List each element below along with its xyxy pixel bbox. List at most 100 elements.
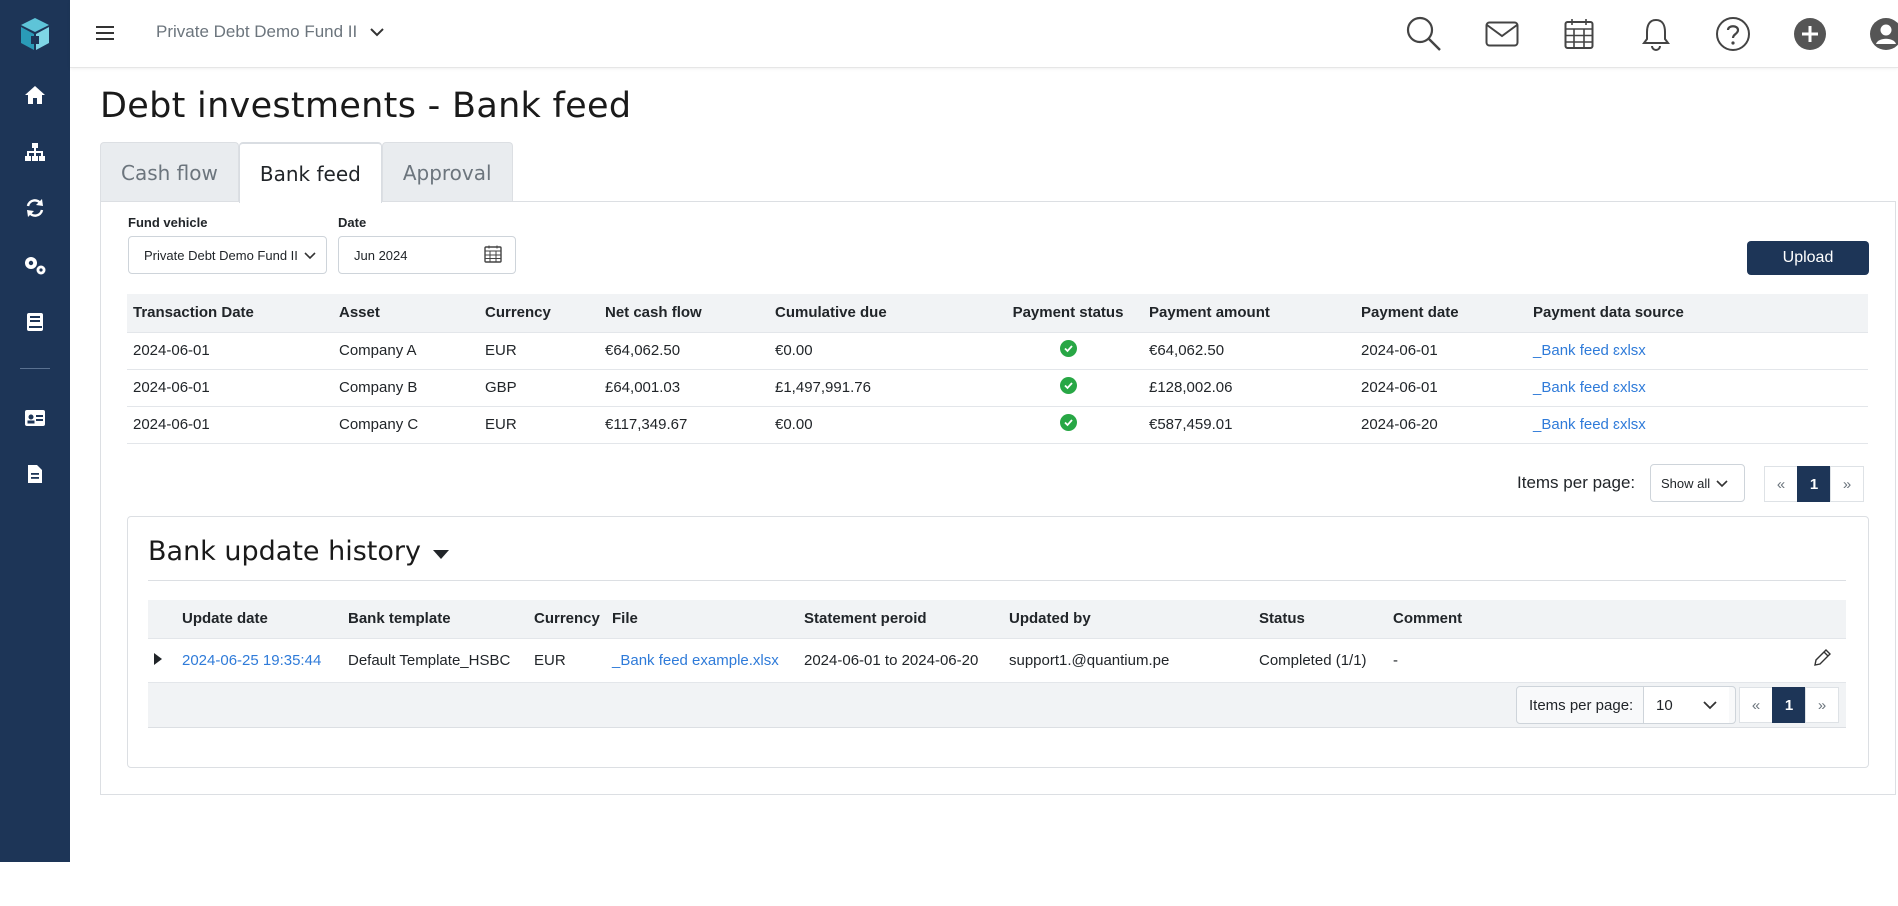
column-header[interactable]: Currency bbox=[479, 294, 599, 333]
tab-bar: Cash flow Bank feed Approval bbox=[100, 142, 513, 203]
expand-column bbox=[148, 600, 176, 638]
home-icon[interactable] bbox=[22, 82, 48, 108]
sidebar bbox=[0, 0, 70, 862]
pagination: « 1 » bbox=[1764, 466, 1864, 502]
items-per-page-value: 10 bbox=[1656, 696, 1673, 714]
bell-icon[interactable] bbox=[1636, 14, 1676, 54]
column-header: Statement peroid bbox=[798, 600, 1003, 638]
payment-amount: €587,459.01 bbox=[1143, 406, 1355, 444]
date-value: Jun 2024 bbox=[354, 247, 408, 263]
hamburger-menu-icon[interactable] bbox=[94, 22, 116, 44]
pagination-prev[interactable]: « bbox=[1764, 466, 1798, 502]
payment-date: 2024-06-01 bbox=[1355, 369, 1527, 407]
asset: Company A bbox=[333, 332, 479, 370]
date-label: Date bbox=[338, 215, 367, 230]
fund-vehicle-value: Private Debt Demo Fund II bbox=[144, 247, 298, 263]
history-items-per-page[interactable]: Items per page: 10 bbox=[1516, 686, 1736, 724]
cogs-icon[interactable] bbox=[22, 252, 48, 278]
items-per-page-label: Items per page: bbox=[1517, 473, 1636, 492]
calendar-icon[interactable] bbox=[484, 245, 502, 266]
statement-period: 2024-06-01 to 2024-06-20 bbox=[798, 637, 1003, 682]
calendar-icon[interactable] bbox=[1559, 14, 1599, 54]
column-header[interactable]: Net cash flow bbox=[599, 294, 769, 333]
edit-icon[interactable] bbox=[1806, 637, 1846, 682]
payment-status bbox=[993, 406, 1143, 444]
payment-date: 2024-06-20 bbox=[1355, 406, 1527, 444]
upload-button[interactable]: Upload bbox=[1747, 241, 1869, 275]
pagination-page[interactable]: 1 bbox=[1772, 687, 1806, 723]
column-header[interactable]: Cumulative due bbox=[769, 294, 993, 333]
chevron-down-icon bbox=[369, 22, 385, 42]
items-per-page-label: Items per page: bbox=[1529, 696, 1634, 714]
column-header[interactable]: Transaction Date bbox=[127, 294, 333, 333]
payment-status bbox=[993, 332, 1143, 370]
table-row: 2024-06-25 19:35:44 Default Template_HSB… bbox=[148, 637, 1846, 682]
payment-source-link[interactable]: _Bank feed ɛxlsx bbox=[1533, 379, 1646, 396]
refresh-icon[interactable] bbox=[22, 195, 48, 221]
update-date-link[interactable]: 2024-06-25 19:35:44 bbox=[182, 651, 322, 669]
table-row: 2024-06-01 Company B GBP £64,001.03 £1,4… bbox=[127, 369, 1868, 407]
tab-bank-feed[interactable]: Bank feed bbox=[238, 142, 382, 203]
chevron-down-icon bbox=[1716, 476, 1728, 491]
column-header[interactable]: Payment data source bbox=[1527, 294, 1868, 333]
id-card-icon[interactable] bbox=[22, 405, 48, 431]
currency: EUR bbox=[479, 406, 599, 444]
column-header: Update date bbox=[176, 600, 342, 638]
help-icon[interactable] bbox=[1713, 14, 1753, 54]
check-circle-icon bbox=[1059, 414, 1077, 431]
tab-cash-flow[interactable]: Cash flow bbox=[100, 142, 239, 202]
page-title: Debt investments - Bank feed bbox=[100, 86, 632, 126]
search-icon[interactable] bbox=[1404, 14, 1444, 54]
payment-amount: €64,062.50 bbox=[1143, 332, 1355, 370]
sidebar-divider bbox=[20, 368, 50, 369]
expand-row-icon[interactable] bbox=[148, 637, 176, 682]
column-header: File bbox=[606, 600, 798, 638]
bank-update-history-table: Update date Bank template Currency File … bbox=[148, 600, 1846, 682]
fund-vehicle-select[interactable]: Private Debt Demo Fund II bbox=[128, 236, 327, 274]
mail-icon[interactable] bbox=[1482, 14, 1522, 54]
history-pagination: « 1 » bbox=[1739, 687, 1839, 723]
bank-feed-table: Transaction Date Asset Currency Net cash… bbox=[127, 294, 1868, 444]
payment-source-link[interactable]: _Bank feed ɛxlsx bbox=[1533, 416, 1646, 433]
chevron-down-icon bbox=[1703, 697, 1717, 714]
payment-source-link[interactable]: _Bank feed ɛxlsx bbox=[1533, 342, 1646, 359]
items-per-page-select[interactable]: Show all bbox=[1650, 464, 1745, 502]
tab-approval[interactable]: Approval bbox=[381, 142, 513, 202]
check-circle-icon bbox=[1059, 340, 1077, 357]
column-header: Status bbox=[1253, 600, 1387, 638]
fund-selector-label: Private Debt Demo Fund II bbox=[156, 22, 358, 41]
asset: Company B bbox=[333, 369, 479, 407]
pagination-page[interactable]: 1 bbox=[1797, 466, 1831, 502]
column-header[interactable]: Payment date bbox=[1355, 294, 1527, 333]
user-icon[interactable] bbox=[1866, 14, 1898, 54]
fund-selector[interactable]: Private Debt Demo Fund II bbox=[156, 22, 385, 42]
book-icon[interactable] bbox=[22, 309, 48, 335]
topbar: Private Debt Demo Fund II bbox=[70, 0, 1898, 68]
logo-icon[interactable] bbox=[17, 16, 53, 52]
date-picker[interactable]: Jun 2024 bbox=[338, 236, 516, 274]
divider bbox=[148, 580, 1846, 581]
add-icon[interactable] bbox=[1790, 14, 1830, 54]
column-header[interactable]: Payment amount bbox=[1143, 294, 1355, 333]
payment-status bbox=[993, 369, 1143, 407]
column-header[interactable]: Asset bbox=[333, 294, 479, 333]
sitemap-icon[interactable] bbox=[22, 139, 48, 165]
net-cash-flow: £64,001.03 bbox=[599, 369, 769, 407]
transaction-date: 2024-06-01 bbox=[127, 332, 333, 370]
currency: GBP bbox=[479, 369, 599, 407]
column-header[interactable]: Payment status bbox=[993, 294, 1143, 333]
pagination-prev[interactable]: « bbox=[1739, 687, 1773, 723]
items-per-page-select[interactable]: 10 bbox=[1643, 687, 1729, 723]
caret-down-icon bbox=[432, 536, 449, 567]
table-row: 2024-06-01 Company A EUR €64,062.50 €0.0… bbox=[127, 332, 1868, 370]
cumulative-due: £1,497,991.76 bbox=[769, 369, 993, 407]
check-circle-icon bbox=[1059, 377, 1077, 394]
pagination-next[interactable]: » bbox=[1830, 466, 1864, 502]
updated-by: support1.@quantium.pe bbox=[1003, 637, 1253, 682]
payment-date: 2024-06-01 bbox=[1355, 332, 1527, 370]
file-link[interactable]: _Bank feed example.xlsx bbox=[612, 651, 779, 669]
pagination-next[interactable]: » bbox=[1805, 687, 1839, 723]
bank-update-history-toggle[interactable]: Bank update history bbox=[148, 536, 449, 567]
document-icon[interactable] bbox=[22, 461, 48, 487]
comment: - bbox=[1387, 637, 1806, 682]
